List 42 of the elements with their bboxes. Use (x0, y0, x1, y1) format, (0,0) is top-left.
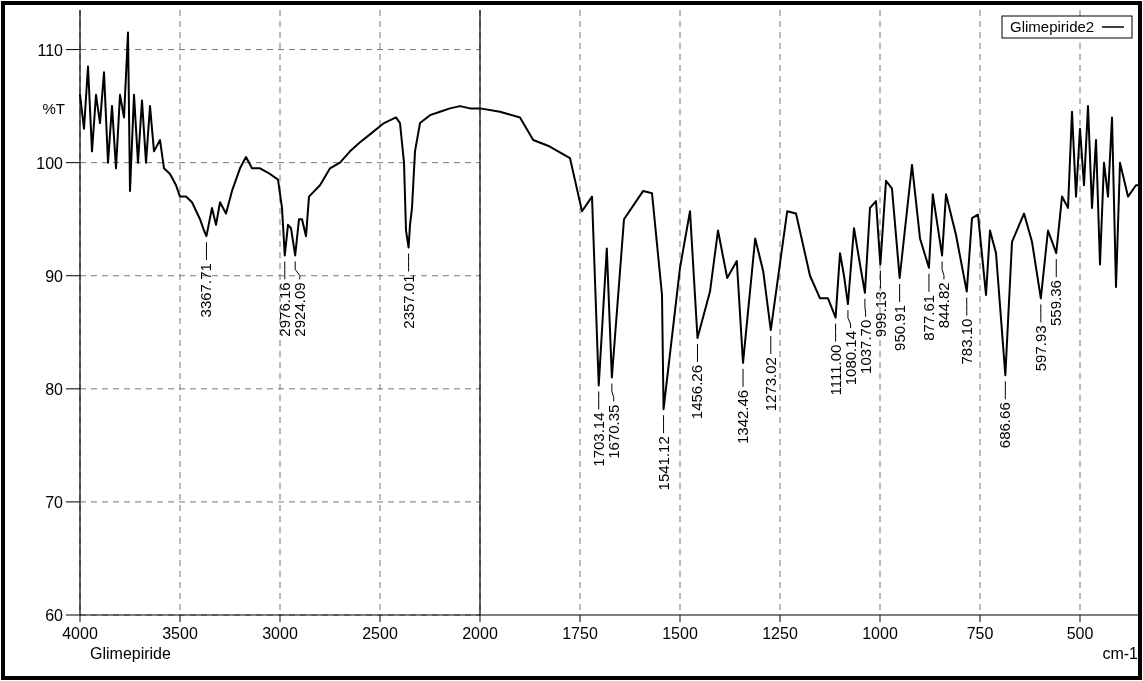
y-tick-label: 80 (45, 380, 64, 398)
y-tick-label: 70 (45, 493, 64, 511)
x-tick-label: 750 (966, 625, 994, 642)
annotation: 1273.02 (761, 357, 779, 412)
annotation: 686.66 (996, 402, 1014, 449)
annotation: 597.93 (1031, 325, 1049, 372)
x-tick-label: 1000 (862, 625, 898, 642)
annotation: 3367.71 (197, 263, 215, 318)
y-axis-title: %T (42, 100, 65, 117)
annotation: 1111.00 (826, 344, 844, 396)
annotation: 1037.70 (856, 319, 874, 374)
x-axis-title: cm-1 (1102, 645, 1139, 662)
annotation: 877.61 (919, 294, 937, 341)
y-tick-label: 90 (45, 267, 64, 285)
annotation: 1703.14 (589, 412, 607, 467)
x-tick-label: 4000 (62, 625, 98, 642)
y-tick-label: 110 (37, 41, 64, 59)
x-tick-label: 2500 (362, 625, 398, 642)
annotation: 1456.26 (688, 364, 706, 420)
annotation: 2976.16 (275, 282, 293, 337)
y-tick-label: 60 (45, 607, 64, 624)
annotation: 844.82 (934, 282, 952, 329)
annotation: 1541.12 (654, 436, 672, 491)
annotation: 1342.46 (734, 389, 752, 445)
annotation: 783.10 (957, 318, 975, 365)
annotation: 559.36 (1047, 280, 1065, 327)
annotation: 1670.35 (604, 404, 622, 459)
x-tick-label: 1750 (562, 625, 598, 642)
x-tick-label: 3500 (162, 625, 198, 642)
annotation: 2924.09 (290, 282, 308, 337)
annotation: 950.91 (890, 305, 908, 351)
x-tick-label: 1250 (762, 625, 798, 642)
x-tick-label: 1500 (662, 625, 698, 642)
text: Glimepiride (90, 645, 172, 662)
y-tick-label: 100 (36, 154, 64, 172)
legend-label: Glimepiride2 (1010, 18, 1095, 35)
x-tick-label: 2000 (462, 625, 498, 642)
x-tick-label: 500 (1066, 625, 1094, 642)
annotation: 2357.01 (399, 274, 417, 329)
annotation: 999.13 (871, 291, 889, 338)
x-tick-label: 3000 (262, 625, 298, 642)
annotation: 1080.14 (841, 331, 859, 386)
